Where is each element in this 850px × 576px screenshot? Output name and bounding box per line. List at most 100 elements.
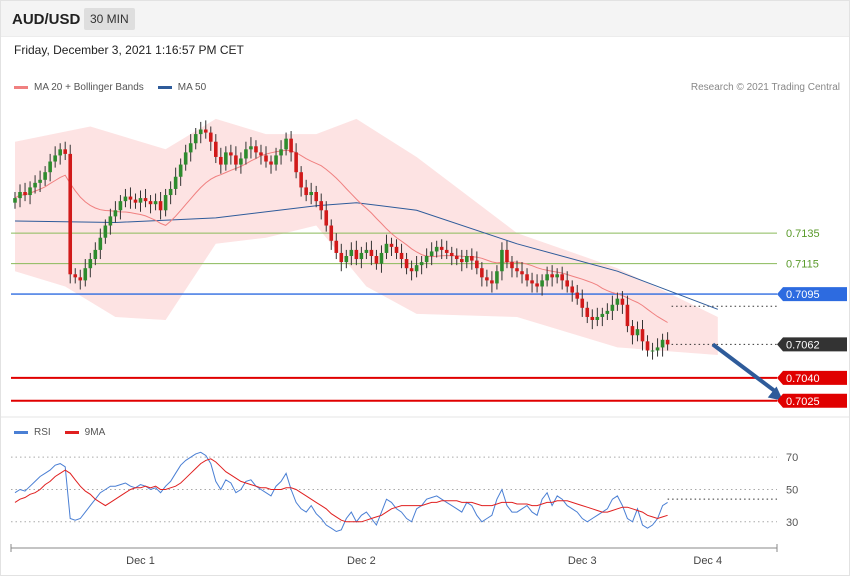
candle	[88, 252, 93, 278]
candle-body	[168, 188, 173, 196]
candle	[334, 233, 339, 260]
candle	[63, 141, 67, 160]
candle	[620, 291, 625, 314]
candle	[480, 262, 484, 287]
candle	[459, 249, 464, 272]
candle	[429, 242, 434, 266]
candle	[525, 268, 529, 287]
candle-body	[198, 129, 203, 135]
candle-body	[339, 252, 344, 263]
arrow-head	[767, 386, 784, 401]
candle	[434, 240, 439, 258]
candle	[269, 155, 273, 174]
rsi-9ma-line	[14, 458, 668, 523]
rsi-line	[14, 451, 668, 533]
candle-body	[113, 210, 118, 217]
level-price-labels: 0.7135 0.7115 0.7095 0.7062 0.7040 0.7025	[777, 228, 847, 408]
candle-body	[279, 149, 283, 156]
candle-body	[364, 249, 369, 253]
legend-swatch-9ma	[64, 431, 79, 434]
legend-swatch-ma50	[157, 86, 172, 89]
candle	[128, 187, 133, 209]
candle-body	[193, 134, 198, 144]
candle-body	[224, 152, 228, 165]
candle-body	[98, 237, 103, 250]
candle-body	[555, 274, 559, 278]
candle	[339, 243, 344, 272]
candle-body	[500, 249, 504, 272]
rsi-legend: RSI 9MA	[14, 427, 105, 438]
rsi-panel: 70 50 30	[11, 451, 798, 533]
candle	[33, 175, 37, 194]
candle	[98, 228, 103, 260]
legend-label-rsi: RSI	[34, 427, 51, 438]
candle	[590, 309, 595, 330]
level-label-4: 0.7040	[786, 373, 820, 385]
candle-body	[43, 172, 47, 180]
candle-body	[384, 243, 389, 253]
candle	[203, 120, 208, 139]
candle-body	[259, 152, 263, 156]
candle	[58, 143, 62, 165]
candle	[254, 140, 258, 159]
candle	[625, 295, 630, 333]
candle-body	[153, 201, 158, 205]
candle-body	[480, 268, 484, 278]
candle	[274, 147, 278, 171]
candle-body	[214, 141, 218, 157]
candle-body	[229, 152, 233, 156]
candle	[630, 320, 635, 345]
candle	[219, 147, 223, 174]
candle	[53, 146, 57, 168]
candle-body	[585, 307, 590, 317]
candle-body	[580, 298, 585, 308]
candle	[188, 134, 193, 162]
candle-body	[294, 152, 298, 173]
candle	[384, 234, 389, 260]
candle-body	[178, 164, 183, 177]
candle-body	[63, 149, 67, 154]
candle-body	[128, 196, 133, 200]
timeframe-badge[interactable]: 30 MIN	[84, 8, 135, 30]
candle	[655, 338, 660, 357]
candle	[113, 201, 118, 223]
candle	[284, 132, 288, 156]
candle	[650, 342, 655, 360]
candle-body	[414, 265, 419, 272]
candle	[610, 295, 615, 320]
level-label-3: 0.7062	[786, 339, 820, 351]
candle	[133, 193, 138, 209]
candle	[118, 195, 123, 220]
candle	[585, 301, 590, 324]
candle	[660, 333, 665, 357]
candle	[299, 166, 303, 197]
candle	[108, 208, 113, 235]
candle-body	[600, 313, 605, 317]
candle	[379, 245, 384, 273]
candle	[239, 152, 243, 174]
candle	[369, 240, 374, 266]
candle	[520, 262, 524, 284]
candle	[444, 240, 449, 260]
candle	[138, 190, 143, 212]
candle	[23, 182, 27, 202]
candle-body	[475, 260, 479, 269]
candle	[575, 284, 580, 305]
level-tag-4	[777, 370, 847, 385]
candle	[309, 182, 313, 205]
candle-body	[309, 192, 313, 196]
candle	[414, 256, 419, 278]
candle	[424, 248, 429, 269]
level-label-0: 0.7135	[786, 228, 820, 240]
candle-body	[138, 198, 143, 203]
candle	[550, 265, 554, 287]
candlesticks	[13, 120, 670, 360]
candle	[123, 188, 128, 208]
level-tag-3	[777, 337, 847, 352]
candle	[595, 307, 600, 327]
rsi-level-label-1: 50	[786, 484, 798, 496]
level-lines	[11, 232, 777, 402]
legend-label-bollinger: MA 20 + Bollinger Bands	[34, 82, 144, 93]
candle-body	[439, 246, 444, 250]
